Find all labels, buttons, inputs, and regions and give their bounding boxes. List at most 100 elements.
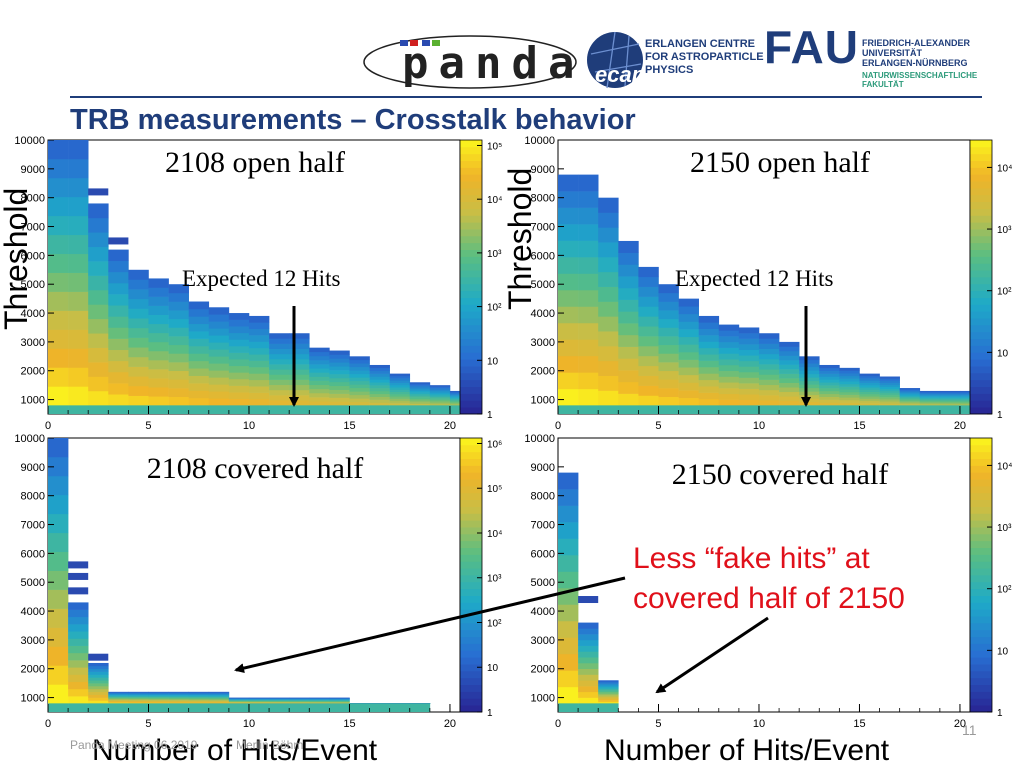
heatmap-cell xyxy=(329,397,350,402)
heatmap-cell xyxy=(48,367,69,387)
heatmap-cell xyxy=(638,346,659,357)
heatmap-cell xyxy=(108,696,129,698)
heatmap-cell xyxy=(148,695,169,697)
heatmap-cell xyxy=(638,395,659,406)
heatmap-cell xyxy=(108,700,129,702)
heatmap-cell xyxy=(228,339,250,347)
heatmap-cell xyxy=(309,351,330,357)
heatmap-cell xyxy=(678,359,699,368)
heatmap-cell xyxy=(738,355,760,362)
heatmap-cell xyxy=(758,364,780,370)
heatmap-column-16 xyxy=(369,703,390,712)
heatmap-cell xyxy=(188,360,210,369)
heatmap-cell xyxy=(859,405,880,414)
heatmap-cell xyxy=(68,602,89,610)
heatmap-cell xyxy=(48,551,69,571)
heatmap-cell xyxy=(799,387,820,392)
heatmap-cell xyxy=(349,387,370,392)
heatmap-column-18 xyxy=(919,390,941,414)
heatmap-cell xyxy=(208,363,230,371)
heatmap-cell xyxy=(309,384,330,390)
fau-line-2: UNIVERSITÄT xyxy=(862,48,923,58)
heatmap-cell xyxy=(329,700,350,701)
heatmap-cell xyxy=(819,367,840,372)
color-bar-segment xyxy=(970,684,992,692)
heatmap-cell xyxy=(349,405,370,414)
heatmap-cell xyxy=(638,405,659,414)
heatmap-cell xyxy=(718,382,740,389)
heatmap-cell xyxy=(108,699,129,701)
z-tick-label: 10⁵ xyxy=(487,484,502,495)
heatmap-column-2 xyxy=(598,197,619,414)
heatmap-cell xyxy=(148,296,169,306)
heatmap-cell xyxy=(598,695,619,698)
color-bar-segment xyxy=(460,283,482,292)
heatmap-cell xyxy=(128,356,149,367)
heatmap-cell xyxy=(88,362,109,377)
color-bar-segment xyxy=(970,393,992,401)
heatmap-cell xyxy=(638,306,659,317)
heatmap-cell xyxy=(919,402,941,404)
color-bar-segment xyxy=(970,547,992,555)
color-bar-segment xyxy=(970,492,992,501)
heatmap-cell xyxy=(558,653,579,671)
z-tick-label: 10³ xyxy=(487,574,502,585)
x-tick-label: 5 xyxy=(145,718,151,730)
heatmap-cell xyxy=(698,335,720,342)
heatmap-cell xyxy=(779,364,800,370)
heatmap-cell xyxy=(188,692,210,694)
x-tick-label: 5 xyxy=(655,718,661,730)
heatmap-cell xyxy=(618,381,639,394)
heatmap-cell xyxy=(88,261,109,276)
heatmap-cell xyxy=(329,374,350,379)
heatmap-cell xyxy=(48,196,69,217)
heatmap-cell xyxy=(329,370,350,375)
heatmap-cell xyxy=(309,368,330,373)
heatmap-cell xyxy=(128,366,149,377)
heatmap-cell xyxy=(168,301,189,311)
color-bar-segment xyxy=(460,533,482,542)
heatmap-cell xyxy=(228,385,250,393)
heatmap-cell xyxy=(108,260,129,273)
heatmap-cell xyxy=(618,323,639,336)
heatmap-cell xyxy=(598,691,619,694)
heatmap-cell xyxy=(269,384,290,391)
heatmap-cell xyxy=(658,388,679,397)
heatmap-column-10 xyxy=(248,697,270,712)
heatmap-cell xyxy=(48,215,69,236)
heatmap-cell xyxy=(429,388,451,390)
y-tick-label: 9000 xyxy=(531,462,555,474)
heatmap-cell xyxy=(598,700,619,702)
heatmap-cell xyxy=(128,693,149,695)
heatmap-cell xyxy=(188,700,210,702)
heatmap-cell xyxy=(799,377,820,382)
heatmap-cell xyxy=(88,700,109,704)
color-bar-segment xyxy=(460,479,482,487)
color-bar-segment xyxy=(460,167,482,175)
heatmap-cell xyxy=(88,703,109,712)
heatmap-cell xyxy=(429,395,451,397)
heatmap-cell xyxy=(269,364,290,370)
heatmap-cell xyxy=(598,686,619,689)
heatmap-column-8 xyxy=(718,324,740,414)
heatmap-cell xyxy=(718,393,740,400)
heatmap-cell xyxy=(899,397,921,400)
heatmap-cell xyxy=(638,326,659,337)
heatmap-cell xyxy=(289,699,310,701)
heatmap-cell xyxy=(329,698,350,700)
heatmap-column-1 xyxy=(578,174,599,414)
z-tick-label: 10² xyxy=(997,585,1012,596)
heatmap-column-10 xyxy=(248,315,270,414)
heatmap-cell xyxy=(899,400,921,402)
x-tick-label: 0 xyxy=(45,718,51,730)
heatmap-cell xyxy=(329,366,350,371)
x-axis-title-left: Number of Hits/Event xyxy=(92,734,378,767)
heatmap-cell xyxy=(819,399,840,403)
heatmap-cell xyxy=(108,305,129,317)
heatmap-cell xyxy=(148,703,169,712)
heatmap-cell xyxy=(148,691,169,693)
color-bar-segment xyxy=(460,616,482,624)
color-bar-segment xyxy=(460,174,482,182)
color-bar-segment xyxy=(460,444,482,453)
heatmap-cell xyxy=(188,695,210,698)
